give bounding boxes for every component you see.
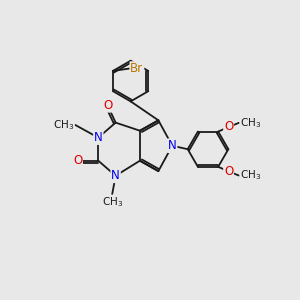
Text: O: O — [103, 99, 112, 112]
Text: CH$_3$: CH$_3$ — [240, 169, 261, 182]
Text: N: N — [168, 139, 177, 152]
Text: O: O — [224, 165, 233, 178]
Text: O: O — [73, 154, 82, 167]
Text: O: O — [224, 121, 233, 134]
Text: N: N — [94, 131, 103, 144]
Text: CH$_3$: CH$_3$ — [102, 195, 123, 209]
Text: Br: Br — [130, 62, 143, 75]
Text: CH$_3$: CH$_3$ — [53, 118, 74, 132]
Text: CH$_3$: CH$_3$ — [240, 116, 261, 130]
Text: N: N — [111, 169, 120, 182]
